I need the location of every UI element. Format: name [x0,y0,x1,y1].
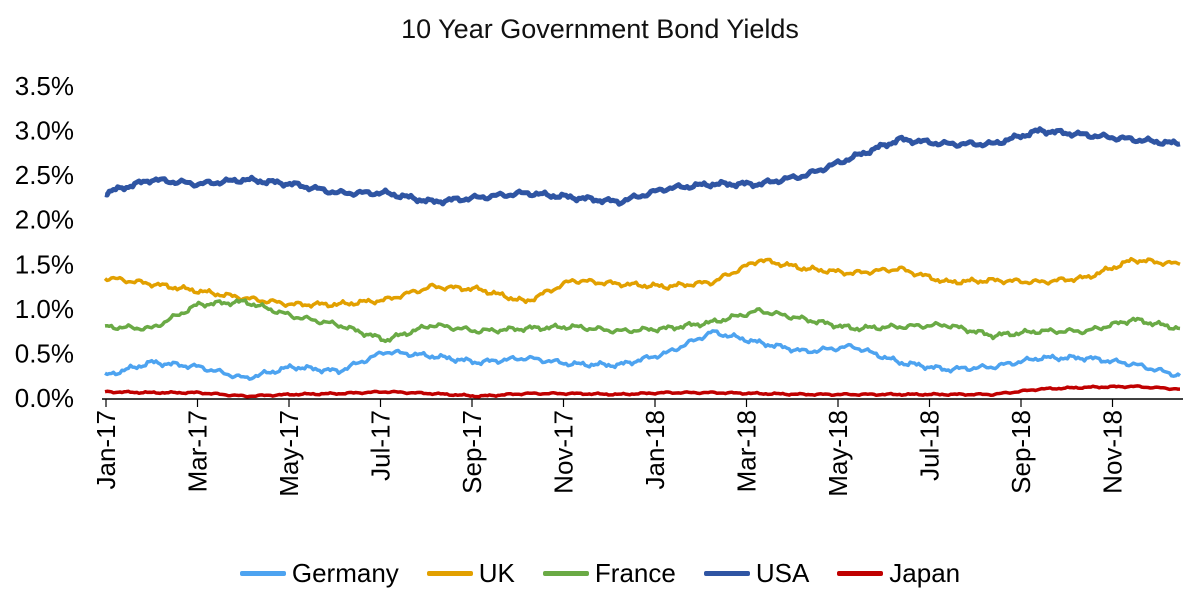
legend-swatch [239,571,286,576]
legend: Germany UK France USA Japan [0,558,1200,589]
series-line-usa [104,126,1181,207]
axes: 0.0% 0.5% 1.0% 1.5% 2.0% 2.5% 3.0% 3.5% Jan-17 Ma… [15,71,1183,497]
y-tick-label: 2.5% [15,160,74,190]
x-tick-label: Jul-18 [915,410,945,481]
x-tick-label: Jan-18 [640,410,670,490]
x-tick-label: Nov-18 [1098,410,1128,494]
legend-label: Germany [291,558,399,588]
legend-label: USA [755,558,810,588]
series-line-japan [104,384,1180,399]
legend-item-germany: Germany [239,558,399,589]
legend-item-japan: Japan [837,558,960,589]
x-tick-label: Sep-17 [457,410,487,494]
chart-title: 10 Year Government Bond Yields [401,14,799,44]
legend-label: France [594,558,676,588]
x-tick-label: Jul-17 [366,410,396,481]
legend-item-usa: USA [703,558,810,589]
legend-item-france: France [542,558,676,589]
y-tick-label: 1.5% [15,249,74,279]
legend-item-uk: UK [426,558,515,589]
y-tick-label: 0.5% [15,338,74,368]
legend-swatch [837,571,884,576]
x-tick-label: May-17 [274,410,304,497]
y-tick-label: 2.0% [15,205,74,235]
series-line-uk [103,256,1181,309]
legend-swatch [542,571,589,576]
y-tick-label: 3.0% [15,116,74,146]
x-tick-label: May-18 [823,410,853,497]
legend-swatch [703,571,750,576]
series-line-france [104,298,1181,344]
series-group [103,126,1182,399]
x-tick-label: Nov-17 [549,410,579,494]
y-tick-label: 3.5% [15,71,74,101]
x-tick-label: Jan-17 [91,410,121,490]
y-tick-label: 0.0% [15,383,74,413]
x-tick-label: Mar-17 [183,410,213,492]
y-tick-label: 1.0% [15,294,74,324]
x-tick-label: Sep-18 [1006,410,1036,494]
legend-label: UK [478,558,515,588]
legend-swatch [426,571,473,576]
series-line-germany [104,329,1182,381]
x-tick-label: Mar-18 [732,410,762,492]
legend-label: Japan [889,558,961,588]
